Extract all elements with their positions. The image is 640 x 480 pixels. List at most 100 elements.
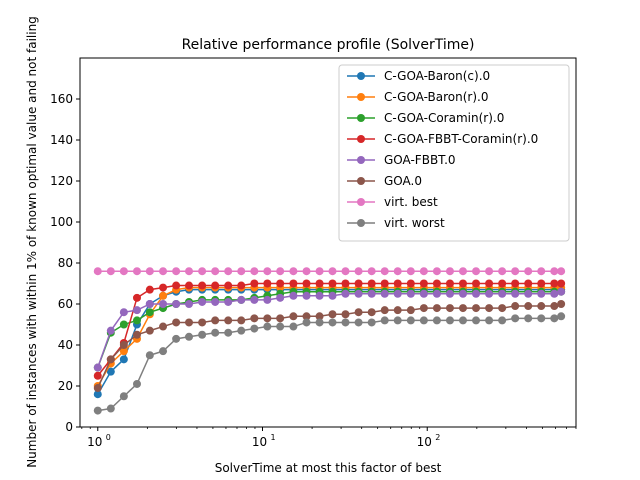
data-point <box>159 267 168 276</box>
series-line-1 <box>97 286 562 387</box>
data-point <box>159 347 168 356</box>
data-point <box>302 267 311 276</box>
data-point <box>172 318 181 327</box>
data-point <box>511 314 520 323</box>
data-point <box>250 295 259 304</box>
data-point <box>380 267 389 276</box>
data-point <box>537 314 546 323</box>
plot-marks <box>93 267 566 415</box>
data-point <box>211 328 220 337</box>
data-point <box>537 302 546 311</box>
series-line-7 <box>97 315 562 412</box>
data-point <box>537 279 546 288</box>
data-point <box>263 267 272 276</box>
data-point <box>132 316 141 325</box>
data-point <box>132 293 141 302</box>
data-point <box>172 334 181 343</box>
data-point <box>250 279 259 288</box>
legend-marker <box>357 72 365 80</box>
data-point <box>132 379 141 388</box>
data-point <box>159 283 168 292</box>
data-point <box>211 316 220 325</box>
data-point <box>419 267 428 276</box>
data-point <box>172 267 181 276</box>
data-point <box>315 312 324 321</box>
data-point <box>224 281 233 290</box>
data-point <box>354 318 363 327</box>
y-tick-label: 60 <box>58 297 73 311</box>
legend-item: C-GOA-Coramin(r).0 <box>347 111 504 125</box>
data-point <box>289 312 298 321</box>
data-point <box>106 367 115 376</box>
data-point <box>224 328 233 337</box>
data-point <box>419 279 428 288</box>
series-line-2 <box>97 290 562 368</box>
data-point <box>211 267 220 276</box>
legend-item: virt. worst <box>347 216 445 230</box>
data-point <box>367 318 376 327</box>
data-point <box>393 267 402 276</box>
data-point <box>432 316 441 325</box>
data-point <box>250 267 259 276</box>
data-point <box>185 281 194 290</box>
data-point <box>132 306 141 315</box>
data-point <box>145 300 154 308</box>
legend-marker <box>357 135 365 143</box>
data-point <box>119 392 128 401</box>
data-point <box>237 295 246 304</box>
data-point <box>511 279 520 288</box>
data-point <box>419 316 428 325</box>
y-tick-label: 120 <box>50 174 73 188</box>
data-point <box>485 267 494 276</box>
data-point <box>380 289 389 298</box>
data-point <box>380 279 389 288</box>
data-point <box>224 297 233 306</box>
data-point <box>472 267 481 276</box>
data-point <box>145 326 154 335</box>
data-point <box>341 279 350 288</box>
data-point <box>328 291 337 300</box>
legend-item: GOA-FBBT.0 <box>347 153 456 167</box>
data-point <box>406 316 415 325</box>
data-point <box>276 322 285 331</box>
data-point <box>132 330 141 339</box>
data-point <box>445 289 454 298</box>
data-point <box>341 289 350 298</box>
x-axis: 10 0 10 1 10 2 <box>81 427 577 449</box>
series-6 <box>93 267 566 276</box>
data-point <box>185 318 194 327</box>
series-3 <box>93 279 566 380</box>
data-point <box>315 267 324 276</box>
data-point <box>557 312 566 321</box>
x-tick-label: 10 <box>252 435 267 449</box>
legend-item: C-GOA-FBBT-Coramin(r).0 <box>347 132 538 146</box>
data-point <box>276 293 285 302</box>
data-point <box>185 332 194 341</box>
data-point <box>354 267 363 276</box>
data-point <box>237 281 246 290</box>
data-point <box>458 289 467 298</box>
data-point <box>472 289 481 298</box>
data-point <box>145 351 154 360</box>
data-point <box>458 316 467 325</box>
data-point <box>341 310 350 319</box>
y-tick-label: 140 <box>50 133 73 147</box>
data-point <box>367 289 376 298</box>
legend-marker <box>357 198 365 206</box>
data-point <box>498 279 507 288</box>
data-point <box>472 304 481 313</box>
legend-marker <box>357 114 365 122</box>
data-point <box>302 291 311 300</box>
data-point <box>557 300 566 308</box>
x-tick-label: 10 <box>87 435 102 449</box>
data-point <box>276 314 285 323</box>
data-point <box>93 406 102 415</box>
legend-item: C-GOA-Baron(r).0 <box>347 90 488 104</box>
data-point <box>276 279 285 288</box>
data-point <box>289 322 298 331</box>
data-point <box>145 285 154 294</box>
data-point <box>524 267 533 276</box>
data-point <box>224 267 233 276</box>
legend-marker <box>357 219 365 227</box>
x-tick-label: 10 <box>417 435 432 449</box>
